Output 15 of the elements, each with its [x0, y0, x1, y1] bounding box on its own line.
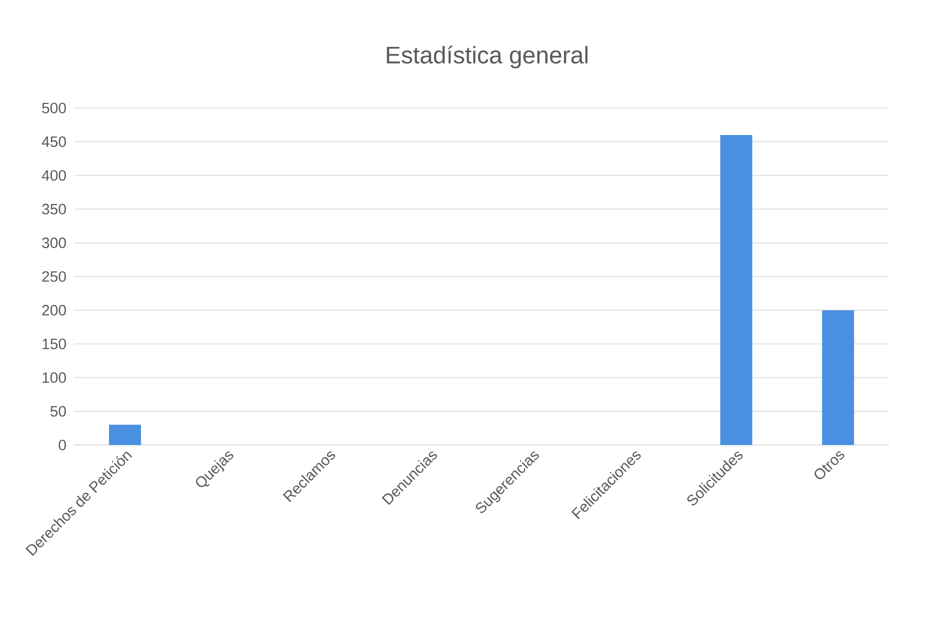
y-tick-label: 350	[42, 204, 66, 214]
bar	[822, 310, 854, 446]
bar	[720, 134, 752, 446]
y-tick-label: 400	[42, 170, 66, 181]
y-tick-label: 300	[42, 237, 66, 248]
y-tick-label: 500	[42, 102, 66, 114]
chart-title: Estadística general	[386, 46, 588, 68]
y-tick-label: 450	[42, 136, 66, 148]
y-tick-label: 250	[42, 271, 66, 282]
y-tick-label: 150	[42, 338, 66, 350]
bar	[109, 424, 141, 446]
y-tick-label: 100	[42, 372, 66, 383]
y-tick-label: 200	[42, 304, 66, 316]
y-tick-label: 50	[50, 406, 66, 417]
y-tick-label: 0	[58, 440, 66, 450]
